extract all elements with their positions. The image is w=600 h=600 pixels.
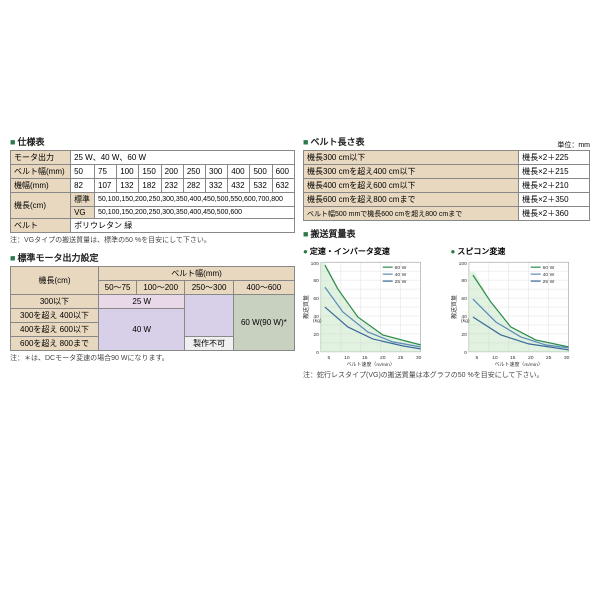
svg-text:0: 0: [464, 350, 467, 356]
spec-row-label: モータ出力: [11, 151, 71, 165]
svg-text:0: 0: [316, 350, 319, 356]
spec-title: 仕様表: [10, 135, 295, 148]
svg-text:80: 80: [461, 278, 467, 284]
svg-text:40 W: 40 W: [542, 272, 554, 278]
svg-text:100: 100: [458, 261, 467, 267]
svg-text:20: 20: [313, 332, 319, 338]
chart2: 020406080100 51015202530 搬送質量 (kg) ベルト速度…: [451, 257, 591, 367]
svg-text:25 W: 25 W: [395, 279, 407, 285]
svg-text:ベルト速度〈m/min〉: ベルト速度〈m/min〉: [494, 361, 542, 367]
svg-text:30: 30: [416, 355, 422, 361]
svg-text:(kg): (kg): [460, 318, 469, 324]
svg-text:60 W: 60 W: [542, 265, 554, 271]
belt-table: 機長300 cm以下機長×2＋225 機長300 cmを超え400 cm以下機長…: [303, 150, 590, 221]
svg-text:80: 80: [313, 278, 319, 284]
spec-note: 注：VGタイプの搬送質量は、標準の50 %を目安にして下さい。: [10, 235, 295, 245]
svg-text:15: 15: [362, 355, 368, 361]
chart1: 020406080100 51015202530 搬送質量 (kg) ベルト速度…: [303, 257, 443, 367]
svg-text:20: 20: [527, 355, 533, 361]
belt-title: ベルト長さ表: [303, 135, 364, 148]
svg-text:60: 60: [461, 296, 467, 302]
svg-text:(kg): (kg): [313, 318, 322, 324]
svg-text:ベルト速度〈m/min〉: ベルト速度〈m/min〉: [347, 361, 395, 367]
chart2-title: スピコン変速: [451, 246, 591, 257]
svg-text:搬送質量: 搬送質量: [303, 295, 310, 319]
svg-text:5: 5: [475, 355, 478, 361]
svg-text:10: 10: [492, 355, 498, 361]
svg-text:100: 100: [311, 261, 320, 267]
belt-unit: 単位：mm: [557, 140, 590, 150]
transport-note: 注：蛇行レスタイプ(VG)の搬送質量は本グラフの50 %を目安にして下さい。: [303, 370, 590, 380]
svg-text:30: 30: [563, 355, 569, 361]
motor-table: 機長(cm)ベルト幅(mm) 50〜75100〜200250〜300400〜60…: [10, 266, 295, 351]
svg-text:40 W: 40 W: [395, 272, 407, 278]
svg-text:10: 10: [344, 355, 350, 361]
motor-title: 標準モータ出力設定: [10, 251, 295, 264]
motor-note: 注：＊は、DCモータ変速の場合90 Wになります。: [10, 353, 295, 363]
svg-text:20: 20: [461, 332, 467, 338]
svg-text:5: 5: [328, 355, 331, 361]
transport-title: 搬送質量表: [303, 227, 590, 240]
svg-text:25: 25: [545, 355, 551, 361]
svg-text:15: 15: [510, 355, 516, 361]
svg-text:搬送質量: 搬送質量: [451, 295, 458, 319]
svg-text:20: 20: [380, 355, 386, 361]
spec-table: モータ出力25 W、40 W、60 W ベルト幅(mm) 50751001502…: [10, 150, 295, 233]
svg-text:60: 60: [313, 296, 319, 302]
svg-text:25 W: 25 W: [542, 279, 554, 285]
chart1-title: 定速・インバータ変速: [303, 246, 443, 257]
svg-text:25: 25: [398, 355, 404, 361]
svg-text:60 W: 60 W: [395, 265, 407, 271]
